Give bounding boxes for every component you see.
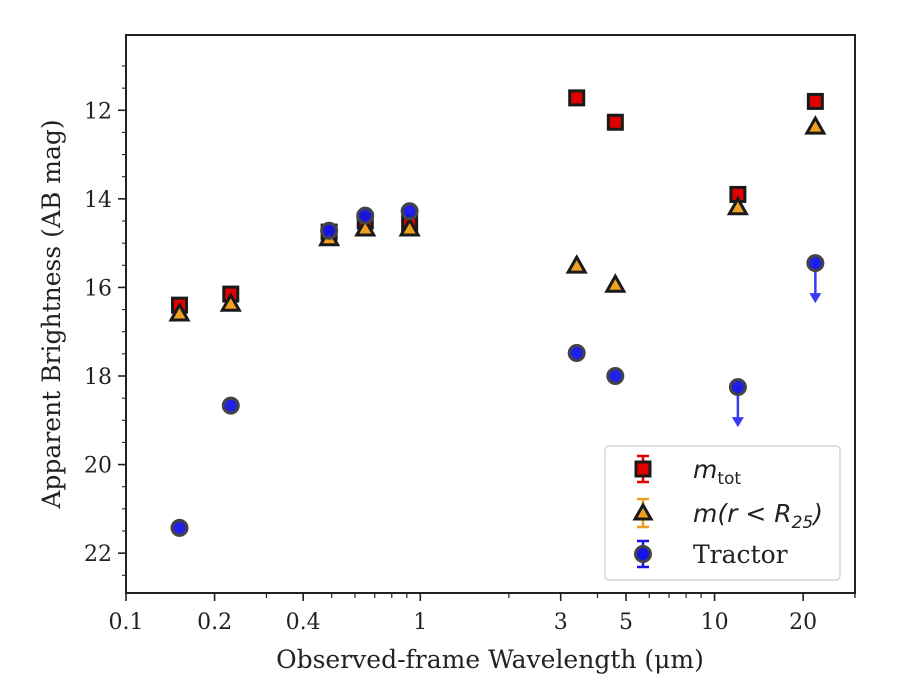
y-tick-label-0: 12 bbox=[84, 99, 112, 124]
legend-entry-r25: m(r < R25) bbox=[632, 497, 823, 533]
x-tick-label-2: 0.4 bbox=[286, 610, 321, 635]
r25-point-4 bbox=[398, 216, 421, 237]
r25-point-8 bbox=[804, 115, 827, 135]
y-axis-ticks: 12 14 16 18 20 22 bbox=[84, 65, 126, 576]
y-tick-label-1: 14 bbox=[84, 188, 112, 213]
legend-mtot-marker bbox=[634, 460, 652, 478]
tractor-point-0 bbox=[170, 518, 189, 537]
y-tick-label-5: 22 bbox=[84, 542, 112, 567]
legend-r25-label: m(r < R bbox=[693, 499, 792, 528]
data-marks bbox=[168, 89, 827, 537]
tractor-point-2 bbox=[320, 221, 339, 240]
r25-point-1 bbox=[219, 292, 242, 312]
x-axis-ticks: 0.1 0.2 0.4 1 3 5 10 20 bbox=[109, 593, 856, 635]
tractor-point-3 bbox=[356, 206, 375, 225]
y-tick-label-2: 16 bbox=[84, 276, 112, 301]
legend-r25-close: ) bbox=[811, 499, 823, 528]
y-tick-label-3: 18 bbox=[84, 365, 112, 390]
y-tick-label-4: 20 bbox=[84, 454, 112, 479]
legend-entry-mtot: mtot bbox=[634, 454, 741, 489]
tractor-point-5 bbox=[567, 343, 586, 362]
tractor-limit-arrow-head-7 bbox=[731, 417, 744, 428]
x-tick-label-5: 5 bbox=[619, 610, 633, 635]
mtot-point-5 bbox=[568, 89, 586, 107]
legend-tractor-label: Tractor bbox=[693, 540, 788, 569]
r25-point-3 bbox=[354, 216, 377, 237]
legend-mtot-label: m bbox=[693, 455, 717, 484]
legend: mtot m(r < R25) Tractor bbox=[604, 445, 841, 581]
x-tick-label-0: 0.1 bbox=[109, 610, 144, 635]
tractor-point-6 bbox=[606, 367, 625, 385]
x-tick-label-6: 10 bbox=[701, 610, 729, 635]
r25-point-6 bbox=[604, 273, 627, 293]
tractor-point-1 bbox=[221, 396, 240, 415]
mtot-point-8 bbox=[806, 92, 824, 110]
tractor-point-7 bbox=[728, 378, 747, 397]
r25-point-7 bbox=[726, 195, 749, 216]
x-tick-label-3: 1 bbox=[413, 610, 427, 635]
legend-r25-subscript: 25 bbox=[792, 513, 814, 533]
x-tick-label-4: 3 bbox=[554, 610, 568, 635]
svg-text:m(r < R25): m(r < R25) bbox=[693, 499, 823, 533]
svg-text:mtot: mtot bbox=[693, 455, 741, 489]
legend-mtot-subscript: tot bbox=[717, 469, 741, 489]
r25-point-5 bbox=[565, 254, 588, 274]
r25-point-0 bbox=[168, 301, 191, 322]
legend-frame bbox=[604, 445, 841, 581]
x-tick-label-7: 20 bbox=[789, 610, 817, 635]
plot-area bbox=[125, 34, 856, 594]
mtot-point-6 bbox=[606, 113, 624, 131]
legend-tractor-marker bbox=[634, 545, 652, 563]
plot-frame bbox=[125, 34, 856, 594]
legend-r25-marker bbox=[632, 501, 654, 521]
tractor-point-4 bbox=[400, 202, 419, 221]
y-axis-title: Apparent Brightness (AB mag) bbox=[37, 119, 66, 509]
legend-entry-tractor: Tractor bbox=[634, 539, 788, 569]
tractor-limit-arrow-head-8 bbox=[809, 293, 822, 304]
tractor-point-8 bbox=[806, 254, 825, 273]
x-axis-title: Observed-frame Wavelength (μm) bbox=[276, 645, 704, 674]
x-tick-label-1: 0.2 bbox=[197, 610, 232, 635]
